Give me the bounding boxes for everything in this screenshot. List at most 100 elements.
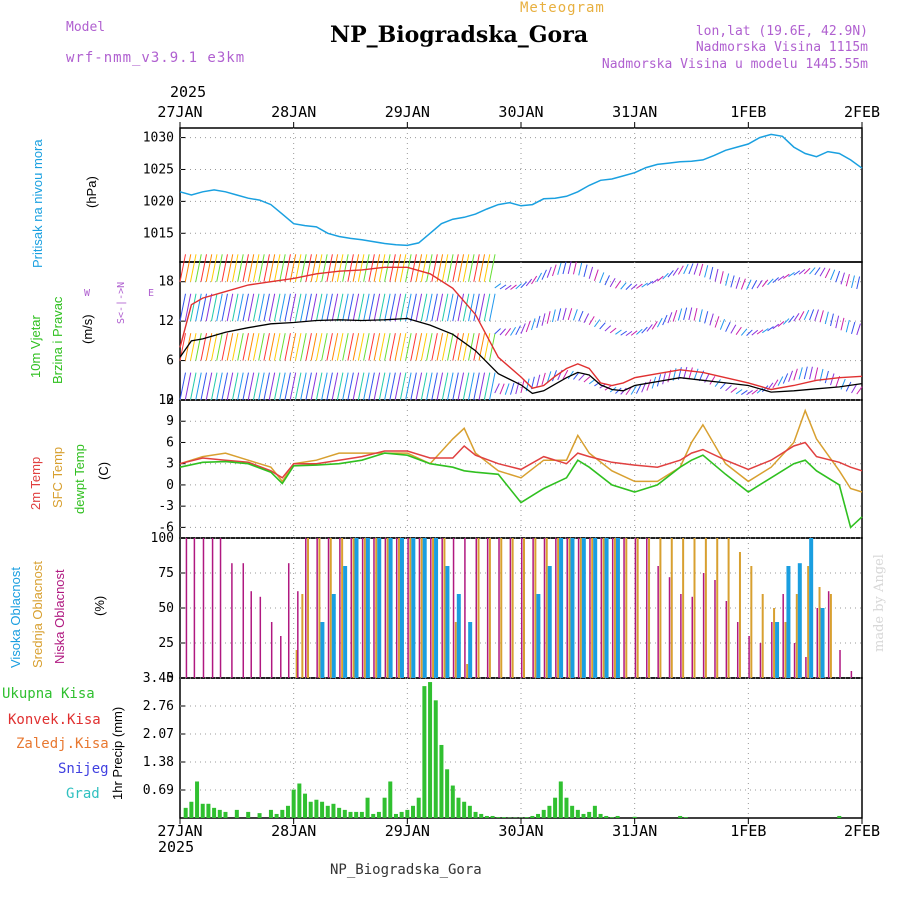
mid-cloud-bar	[704, 538, 707, 678]
wind-barb	[473, 372, 480, 401]
low-cloud-bar	[805, 657, 807, 678]
wind-barb	[824, 311, 829, 325]
wind-barb	[536, 272, 543, 283]
wind-barb	[735, 389, 743, 395]
wind-speed-line	[179, 317, 863, 395]
wind-barb	[242, 254, 249, 282]
wind-barb	[410, 372, 417, 401]
wind-barb	[630, 283, 638, 290]
wind-barb	[447, 254, 454, 282]
wind-barb	[190, 293, 197, 322]
wind-barb	[809, 366, 813, 380]
wind-barb	[819, 310, 824, 323]
low-cloud-bar	[475, 538, 478, 678]
wind-barb	[719, 319, 726, 330]
high-cloud-bar	[809, 538, 814, 678]
precip-legend-total: Ukupna Kisa	[2, 686, 95, 702]
wind-barb	[651, 278, 659, 284]
wind-barb	[688, 307, 693, 321]
mid-cloud-bar	[613, 538, 616, 678]
wind-barb	[342, 333, 349, 361]
wind-barb	[830, 269, 836, 281]
wind-barb	[483, 254, 491, 282]
wind-barb	[247, 254, 255, 282]
wind-barb	[457, 333, 465, 361]
wind-barb	[342, 372, 349, 401]
precip-bar	[206, 803, 211, 818]
wind-barb	[441, 372, 449, 401]
mid-cloud-bar	[420, 538, 423, 678]
wind-barb	[515, 325, 521, 336]
wind-barb	[284, 293, 291, 322]
precip-bar	[320, 801, 325, 818]
wind-barb	[651, 321, 658, 330]
wind-barb	[725, 273, 730, 286]
wind-barb	[184, 372, 192, 401]
low-cloud-bar	[280, 636, 282, 678]
wind-barb	[562, 369, 569, 380]
wind-barb	[326, 372, 333, 401]
wind-barb	[636, 283, 643, 289]
wind-barb	[373, 293, 381, 322]
wind-barb	[819, 267, 826, 277]
wind-barb	[252, 372, 260, 401]
y-tick-label-precip: 2.76	[143, 699, 174, 714]
wind-barb	[546, 371, 552, 383]
wind-barb	[761, 385, 769, 393]
wind-barb	[352, 254, 360, 282]
wind-barb	[431, 333, 438, 361]
x-tick-label-bottom: 28JAN	[271, 822, 316, 840]
low-cloud-bar	[441, 538, 443, 678]
wind-barb	[499, 383, 505, 395]
low-cloud-bar	[231, 563, 233, 678]
wind-barb	[331, 372, 339, 401]
wind-barb	[216, 254, 223, 282]
y-tick-label-pressure: 1015	[143, 226, 174, 241]
wind-barb	[630, 385, 637, 395]
wind-barb	[478, 293, 486, 322]
high-cloud-bar	[797, 563, 802, 678]
precip-bar	[399, 811, 404, 818]
wind-barb	[499, 284, 507, 290]
wind-barb	[321, 254, 328, 282]
mid-cloud-bar	[466, 664, 469, 678]
altitude-label: Nadmorska Visina 1115m	[695, 40, 868, 55]
wind-barb	[347, 254, 354, 282]
wind-barb	[615, 329, 622, 335]
wind-barb	[735, 326, 742, 335]
low-cloud-bar	[702, 573, 705, 678]
low-cloud-bar	[771, 622, 773, 678]
wind-barb	[525, 320, 531, 333]
wind-barb	[793, 270, 801, 276]
wind-barb	[394, 293, 402, 322]
wind-barb	[179, 254, 187, 282]
low-cloud-bar	[486, 538, 489, 678]
wind-barb	[237, 372, 244, 401]
low-cloud-bar	[521, 538, 523, 678]
wind-barb	[856, 386, 863, 395]
wind-barb	[741, 390, 748, 395]
high-cloud-bar	[354, 538, 359, 678]
wind-barb	[384, 254, 391, 282]
wind-barb	[835, 270, 841, 283]
y-tick-label-temp: 12	[158, 393, 174, 408]
precip-bar	[587, 811, 592, 818]
y-tick-label-temp: 9	[166, 414, 174, 429]
wind-barb	[237, 254, 244, 282]
x-tick-label-top: 1FEB	[730, 103, 766, 121]
precip-bar	[348, 811, 353, 818]
high-cloud-bar	[775, 622, 780, 678]
wind-barb	[210, 372, 218, 401]
model-label: Model	[66, 20, 106, 35]
wind-barb	[289, 333, 297, 361]
low-cloud-bar	[759, 643, 762, 678]
high-cloud-bar	[445, 566, 450, 678]
low-cloud-bar	[211, 538, 214, 678]
wind-barb	[520, 281, 528, 288]
wind-barb	[300, 372, 307, 401]
precip-bar	[388, 781, 393, 818]
wind-barb	[352, 293, 360, 322]
wind-barb	[342, 254, 349, 282]
precip-bar	[217, 809, 222, 818]
wind-barb	[573, 372, 580, 380]
